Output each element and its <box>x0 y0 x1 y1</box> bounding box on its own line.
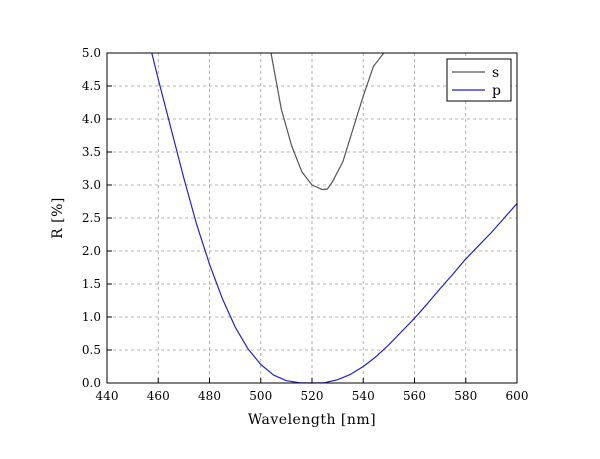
legend: sp <box>446 58 512 102</box>
x-tick-label: 580 <box>454 389 477 403</box>
y-tick-label: 1.0 <box>82 310 101 324</box>
x-tick-label: 560 <box>403 389 426 403</box>
y-tick-label: 5.0 <box>82 46 101 60</box>
y-tick-label: 0.0 <box>82 376 101 390</box>
y-tick-label: 4.5 <box>82 79 101 93</box>
y-tick-label: 2.0 <box>82 244 101 258</box>
y-tick-label: 0.5 <box>82 343 101 357</box>
legend-label-s: s <box>492 65 499 81</box>
y-tick-label: 2.5 <box>82 211 101 225</box>
y-tick-label: 3.0 <box>82 178 101 192</box>
x-axis-title: Wavelength [nm] <box>248 412 376 428</box>
y-tick-label: 4.0 <box>82 112 101 126</box>
x-tick-label: 460 <box>147 389 170 403</box>
x-tick-label: 500 <box>249 389 272 403</box>
grid <box>107 53 517 383</box>
x-tick-label: 520 <box>301 389 324 403</box>
series-group <box>151 52 518 384</box>
x-tick-label: 480 <box>198 389 221 403</box>
y-tick-label: 1.5 <box>82 277 101 291</box>
ticks: 440 460 480 500 520 540 560 580 600 0.0 0.5 1.0 1.5 2… <box>82 46 529 403</box>
legend-label-p: p <box>492 83 501 99</box>
y-axis-title: R [%] <box>50 197 66 239</box>
x-tick-label: 600 <box>506 389 529 403</box>
x-tick-label: 440 <box>96 389 119 403</box>
legend-box <box>446 58 512 102</box>
series-line-s <box>270 52 385 191</box>
x-tick-label: 540 <box>352 389 375 403</box>
series-line-p <box>151 52 518 384</box>
y-tick-label: 3.5 <box>82 145 101 159</box>
